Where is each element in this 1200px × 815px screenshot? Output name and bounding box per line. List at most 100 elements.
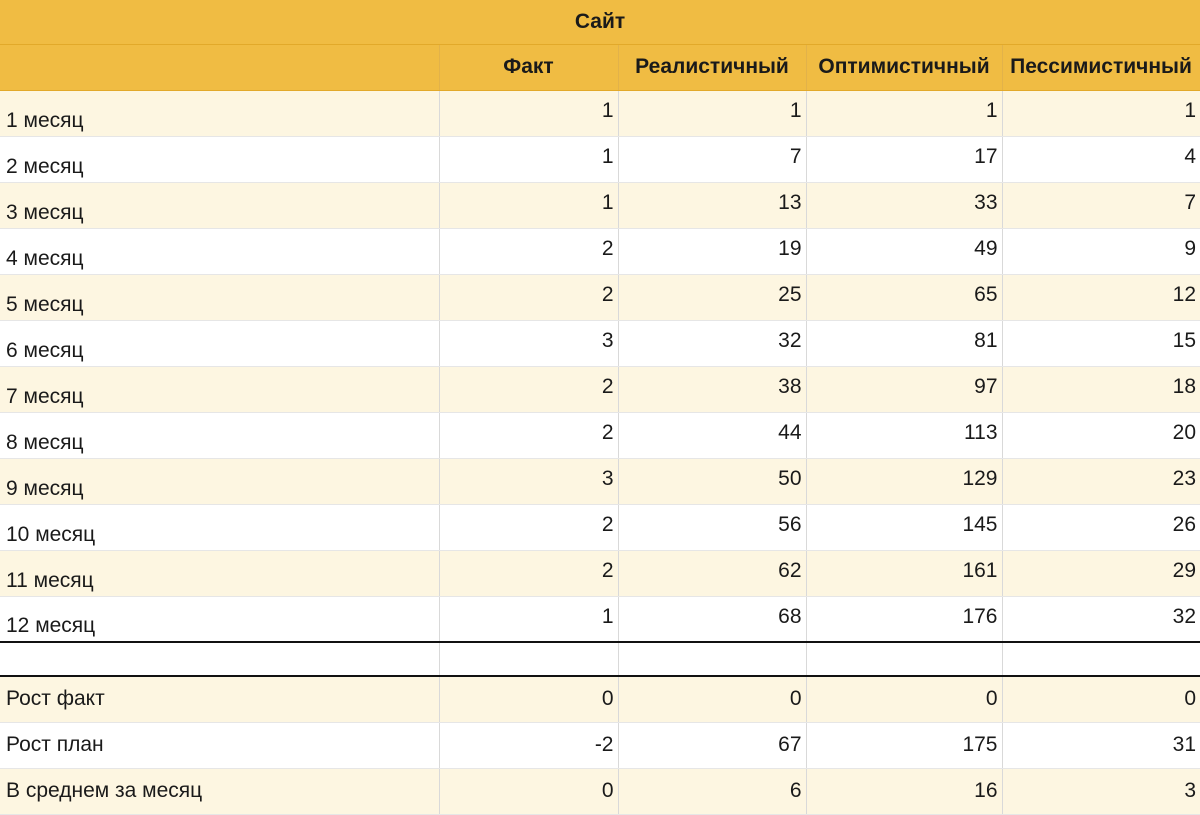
cell-realistic[interactable]: 1	[618, 90, 807, 137]
cell-pessimistic[interactable]: 1	[1002, 90, 1200, 137]
table-row: 8 месяц 2 44 113 20	[0, 412, 1200, 459]
cell-pessimistic[interactable]: 3	[1002, 768, 1200, 815]
cell-realistic[interactable]: 38	[618, 366, 807, 413]
row-label-cell[interactable]: 2 месяц	[0, 136, 440, 183]
cell-fact[interactable]: 2	[439, 274, 619, 321]
empty-cell[interactable]	[806, 642, 1003, 677]
cell-pessimistic[interactable]: 9	[1002, 228, 1200, 275]
empty-cell[interactable]	[0, 642, 440, 677]
table-row: 4 месяц 2 19 49 9	[0, 228, 1200, 275]
header-cell-pessimistic[interactable]: Пессимистичный	[1002, 44, 1200, 91]
row-label-cell[interactable]: 11 месяц	[0, 550, 440, 597]
row-label-cell[interactable]: 5 месяц	[0, 274, 440, 321]
cell-fact[interactable]: 2	[439, 550, 619, 597]
table-row: 3 месяц 1 13 33 7	[0, 182, 1200, 229]
row-label-cell[interactable]: 9 месяц	[0, 458, 440, 505]
summary-row: Рост план -2 67 175 31	[0, 722, 1200, 769]
cell-fact[interactable]: 2	[439, 366, 619, 413]
cell-fact[interactable]: 2	[439, 412, 619, 459]
cell-realistic[interactable]: 25	[618, 274, 807, 321]
row-label-cell[interactable]: 6 месяц	[0, 320, 440, 367]
cell-realistic[interactable]: 50	[618, 458, 807, 505]
cell-optimistic[interactable]: 81	[806, 320, 1003, 367]
header-cell-fact[interactable]: Факт	[439, 44, 619, 91]
row-label-cell[interactable]: 10 месяц	[0, 504, 440, 551]
cell-realistic[interactable]: 62	[618, 550, 807, 597]
cell-pessimistic[interactable]: 23	[1002, 458, 1200, 505]
empty-cell[interactable]	[1002, 642, 1200, 677]
cell-fact[interactable]: -2	[439, 722, 619, 769]
table-row: 2 месяц 1 7 17 4	[0, 136, 1200, 183]
cell-fact[interactable]: 1	[439, 90, 619, 137]
row-label-cell[interactable]: Рост факт	[0, 676, 440, 723]
cell-optimistic[interactable]: 17	[806, 136, 1003, 183]
cell-optimistic[interactable]: 1	[806, 90, 1003, 137]
header-cell-realistic[interactable]: Реалистичный	[618, 44, 807, 91]
row-label-cell[interactable]: В среднем за месяц	[0, 768, 440, 815]
cell-fact[interactable]: 1	[439, 596, 619, 643]
cell-optimistic[interactable]: 129	[806, 458, 1003, 505]
cell-realistic[interactable]: 6	[618, 768, 807, 815]
cell-realistic[interactable]: 7	[618, 136, 807, 183]
cell-pessimistic[interactable]: 32	[1002, 596, 1200, 643]
cell-realistic[interactable]: 19	[618, 228, 807, 275]
cell-realistic[interactable]: 13	[618, 182, 807, 229]
cell-optimistic[interactable]: 175	[806, 722, 1003, 769]
spacer-row	[0, 642, 1200, 677]
cell-optimistic[interactable]: 16	[806, 768, 1003, 815]
cell-pessimistic[interactable]: 12	[1002, 274, 1200, 321]
cell-realistic[interactable]: 67	[618, 722, 807, 769]
cell-fact[interactable]: 2	[439, 228, 619, 275]
table-row: 5 месяц 2 25 65 12	[0, 274, 1200, 321]
cell-pessimistic[interactable]: 4	[1002, 136, 1200, 183]
row-label-cell[interactable]: 3 месяц	[0, 182, 440, 229]
row-label-cell[interactable]: 8 месяц	[0, 412, 440, 459]
row-label-cell[interactable]: 7 месяц	[0, 366, 440, 413]
cell-optimistic[interactable]: 97	[806, 366, 1003, 413]
cell-realistic[interactable]: 68	[618, 596, 807, 643]
cell-optimistic[interactable]: 145	[806, 504, 1003, 551]
table-body: 1 месяц 1 1 1 1 2 месяц 1 7 17 4 3 месяц 1 13 33 7 4 ме…	[0, 90, 1200, 815]
row-label-cell[interactable]: 12 месяц	[0, 596, 440, 643]
title-row: Сайт	[0, 0, 1200, 45]
cell-fact[interactable]: 1	[439, 182, 619, 229]
cell-pessimistic[interactable]: 0	[1002, 676, 1200, 723]
table-row: 1 месяц 1 1 1 1	[0, 90, 1200, 137]
empty-cell[interactable]	[618, 642, 807, 677]
row-label-cell[interactable]: Рост план	[0, 722, 440, 769]
cell-optimistic[interactable]: 176	[806, 596, 1003, 643]
row-label-cell[interactable]: 4 месяц	[0, 228, 440, 275]
cell-pessimistic[interactable]: 31	[1002, 722, 1200, 769]
cell-realistic[interactable]: 0	[618, 676, 807, 723]
cell-fact[interactable]: 3	[439, 458, 619, 505]
header-cell-label[interactable]	[0, 44, 440, 91]
cell-fact[interactable]: 0	[439, 676, 619, 723]
cell-optimistic[interactable]: 49	[806, 228, 1003, 275]
cell-pessimistic[interactable]: 20	[1002, 412, 1200, 459]
cell-optimistic[interactable]: 33	[806, 182, 1003, 229]
table-row: 12 месяц 1 68 176 32	[0, 596, 1200, 643]
cell-pessimistic[interactable]: 15	[1002, 320, 1200, 367]
table-title[interactable]: Сайт	[0, 0, 1200, 45]
cell-optimistic[interactable]: 161	[806, 550, 1003, 597]
cell-realistic[interactable]: 56	[618, 504, 807, 551]
table-row: 6 месяц 3 32 81 15	[0, 320, 1200, 367]
cell-fact[interactable]: 0	[439, 768, 619, 815]
cell-pessimistic[interactable]: 29	[1002, 550, 1200, 597]
header-row: Факт Реалистичный Оптимистичный Пессимис…	[0, 44, 1200, 91]
cell-fact[interactable]: 1	[439, 136, 619, 183]
cell-optimistic[interactable]: 0	[806, 676, 1003, 723]
cell-optimistic[interactable]: 113	[806, 412, 1003, 459]
cell-fact[interactable]: 3	[439, 320, 619, 367]
cell-realistic[interactable]: 44	[618, 412, 807, 459]
cell-fact[interactable]: 2	[439, 504, 619, 551]
cell-pessimistic[interactable]: 18	[1002, 366, 1200, 413]
cell-pessimistic[interactable]: 26	[1002, 504, 1200, 551]
cell-realistic[interactable]: 32	[618, 320, 807, 367]
empty-cell[interactable]	[439, 642, 619, 677]
header-cell-optimistic[interactable]: Оптимистичный	[806, 44, 1003, 91]
cell-optimistic[interactable]: 65	[806, 274, 1003, 321]
row-label-cell[interactable]: 1 месяц	[0, 90, 440, 137]
cell-pessimistic[interactable]: 7	[1002, 182, 1200, 229]
table-row: 7 месяц 2 38 97 18	[0, 366, 1200, 413]
